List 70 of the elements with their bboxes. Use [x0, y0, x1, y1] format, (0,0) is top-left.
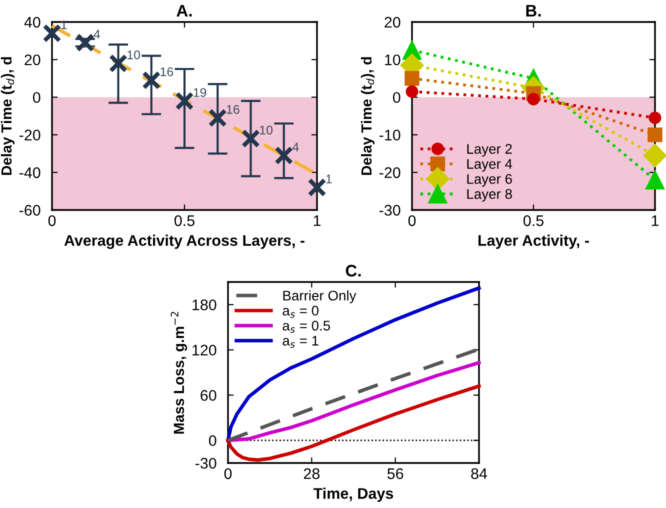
x-tick-label: 28	[304, 468, 320, 480]
y-axis-title: Delay Time (t$_{d}$), d	[0, 57, 15, 175]
legend-label: Barrier Only	[283, 290, 356, 304]
point	[175, 92, 194, 110]
x-tick-label: 84	[471, 468, 488, 480]
point	[208, 108, 227, 128]
annotation: 1	[326, 174, 332, 184]
annotation: 10	[128, 50, 140, 60]
point	[648, 127, 662, 142]
annotation: 1	[61, 20, 67, 30]
x-tick-label: 1	[652, 215, 659, 226]
y-tick-label: 120	[192, 344, 216, 356]
y-tick-label: -30	[379, 204, 400, 216]
legend-label: Layer 8	[467, 189, 512, 202]
chart-title: A.	[176, 4, 192, 16]
point	[142, 70, 161, 90]
legend-label: Layer 2	[467, 144, 512, 157]
annotation: 4	[94, 30, 100, 39]
point	[643, 144, 666, 168]
annotation: 4	[292, 142, 299, 152]
y-tick-label: -20	[379, 167, 400, 178]
annotation: 16	[160, 67, 174, 76]
annotation: 16	[226, 104, 240, 114]
point	[108, 54, 128, 73]
y-tick-label: 0	[392, 92, 400, 103]
annotation: 10	[260, 126, 272, 135]
point	[406, 85, 418, 98]
chart-title: C.	[346, 264, 361, 277]
legend-label: Layer 6	[467, 174, 512, 187]
point	[241, 129, 260, 148]
legend-label: a$_{s}$ = 0.5	[282, 320, 330, 333]
y-axis-title: Delay Time (t$_{d}$), d	[360, 57, 375, 175]
y-tick-label: -40	[19, 167, 40, 178]
line-series	[226, 286, 481, 442]
point	[274, 146, 294, 165]
annotation: 19	[194, 88, 206, 97]
y-tick-label: 40	[24, 16, 40, 28]
x-axis-title: Time, Days	[313, 488, 394, 502]
point	[527, 92, 540, 106]
point	[404, 71, 420, 86]
y-tick-label: 0	[32, 92, 40, 103]
point	[308, 178, 326, 197]
point	[648, 112, 662, 124]
chart-title: B.	[526, 4, 541, 16]
y-tick-label: 180	[192, 299, 216, 310]
y-tick-label: -20	[19, 130, 40, 140]
y-tick-label: -10	[379, 130, 400, 140]
x-tick-label: 0.5	[523, 215, 544, 226]
x-axis-title: Layer Activity, -	[478, 234, 589, 249]
y-tick-label: 10	[385, 54, 400, 66]
x-tick-label: 0	[224, 468, 232, 480]
y-tick-label: -60	[19, 204, 40, 216]
legend-label: a$_{s}$ = 0	[282, 306, 318, 318]
legend-label: Layer 4	[467, 159, 512, 172]
point	[42, 24, 62, 43]
legend-label: a$_{s}$ = 1	[282, 336, 318, 348]
x-tick-label: 0	[48, 215, 56, 226]
x-tick-label: 1	[314, 215, 321, 226]
x-tick-label: 56	[387, 468, 404, 480]
y-tick-label: 20	[24, 54, 40, 66]
x-tick-label: 0	[408, 215, 416, 226]
x-axis-title: Average Activity Across Layers, -	[64, 234, 304, 249]
x-tick-label: 0.5	[174, 215, 194, 226]
y-tick-label: 60	[200, 390, 216, 401]
point	[645, 170, 665, 190]
y-tick-label: 20	[384, 16, 400, 28]
y-axis-title: Mass Loss, g.m$^{−2}$	[170, 312, 188, 434]
point	[76, 33, 94, 52]
y-tick-label: -30	[195, 458, 216, 469]
y-tick-label: 0	[208, 435, 216, 446]
